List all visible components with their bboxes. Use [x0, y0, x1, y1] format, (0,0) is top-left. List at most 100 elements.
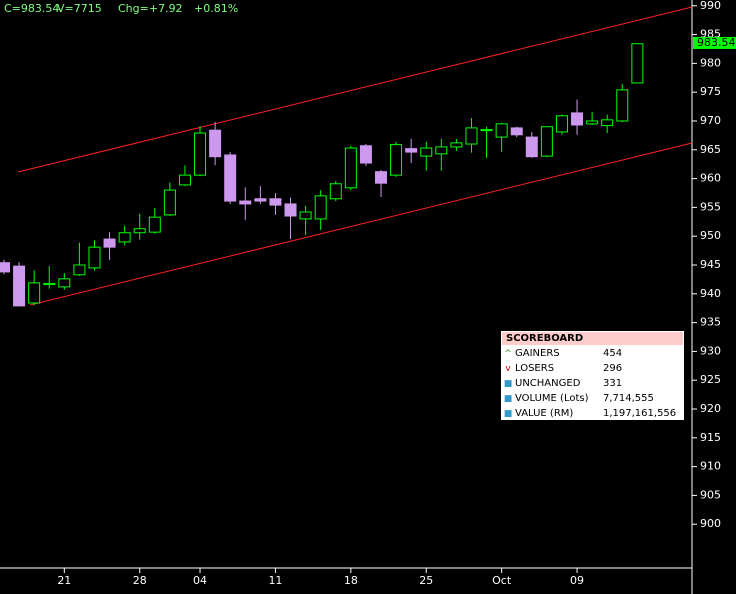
y-tick-label: 970	[700, 114, 721, 127]
row-icon: ■	[503, 393, 513, 404]
candle-body	[88, 246, 101, 269]
last-price-box	[693, 36, 736, 49]
candle-body	[284, 203, 297, 217]
y-tick-label: 980	[700, 56, 721, 69]
y-tick-label: 920	[700, 402, 721, 415]
candle-body	[420, 147, 433, 157]
candle-body	[571, 112, 584, 126]
row-value: 296	[603, 363, 623, 374]
candle-body	[435, 146, 448, 155]
row-value: 7,714,555	[603, 393, 654, 404]
candle-body	[510, 127, 523, 136]
x-tick-label: 04	[193, 574, 207, 587]
candle-body	[224, 154, 237, 202]
quote-text: +0.81%	[194, 2, 238, 15]
y-tick-label: 955	[700, 200, 721, 213]
candle-body	[194, 132, 207, 176]
row-label: VOLUME (Lots)	[515, 393, 589, 404]
candle-body	[73, 264, 86, 276]
candle-body	[43, 282, 56, 286]
candle-body	[631, 43, 644, 84]
row-value: 454	[603, 348, 623, 359]
row-icon: v	[505, 363, 511, 374]
candle-body	[495, 123, 508, 138]
y-tick-label: 930	[700, 344, 721, 357]
y-tick-label: 975	[700, 85, 721, 98]
y-tick-label: 910	[700, 460, 721, 473]
candle-body	[465, 127, 478, 145]
candle-body	[118, 232, 131, 243]
y-tick-label: 965	[700, 143, 721, 156]
scoreboard-row: ■ VALUE (RM) 1,197,161,556	[501, 406, 684, 421]
candle-body	[103, 238, 116, 248]
candle-body	[299, 211, 312, 220]
x-tick-label: 25	[419, 574, 433, 587]
candle-body	[133, 228, 146, 234]
row-value: 331	[603, 378, 623, 389]
candle-body	[329, 183, 342, 200]
quote-text: C=983.54	[4, 2, 59, 15]
scoreboard-title: SCOREBOARD	[502, 332, 683, 345]
y-tick-label: 925	[700, 373, 721, 386]
row-label: LOSERS	[515, 363, 555, 374]
candle-body	[269, 198, 282, 206]
candle-body	[13, 265, 26, 307]
candle-body	[254, 198, 267, 202]
trend-line	[29, 142, 693, 306]
x-tick-label: 18	[344, 574, 358, 587]
y-tick-label: 905	[700, 488, 721, 501]
candle-body	[209, 129, 222, 158]
candle-body	[601, 119, 614, 127]
y-tick-label: 940	[700, 287, 721, 300]
x-tick-label: 21	[57, 574, 71, 587]
candle-body	[344, 147, 357, 189]
x-tick-label: 28	[133, 574, 147, 587]
row-value: 1,197,161,556	[603, 408, 677, 419]
scoreboard-row: v LOSERS 296	[501, 361, 684, 376]
y-tick-label: 960	[700, 172, 721, 185]
row-icon: ■	[503, 378, 513, 389]
candle-body	[28, 282, 41, 304]
quote-text: V=7715	[57, 2, 102, 15]
y-tick-label: 915	[700, 431, 721, 444]
row-label: GAINERS	[515, 348, 560, 359]
candle-body	[616, 89, 629, 122]
candle-body	[239, 200, 252, 205]
candle-body	[525, 136, 538, 158]
scoreboard-row: ■ VOLUME (Lots) 7,714,555	[501, 391, 684, 406]
candle-body	[178, 174, 191, 186]
candle-body	[586, 120, 599, 125]
y-tick-label: 900	[700, 517, 721, 530]
row-label: UNCHANGED	[515, 378, 581, 389]
scoreboard: SCOREBOARD ^ GAINERS 454 v LOSERS 296 ■ UNCHANG…	[501, 331, 684, 420]
row-icon: ^	[504, 348, 512, 359]
candle-body	[314, 195, 327, 220]
candle-body	[390, 144, 403, 176]
candle-body	[148, 216, 161, 233]
x-tick-label: 11	[268, 574, 282, 587]
candle-body	[0, 262, 10, 273]
scoreboard-row: ■ UNCHANGED 331	[501, 376, 684, 391]
row-label: VALUE (RM)	[515, 408, 574, 419]
quote-text: Chg=+7.92	[118, 2, 183, 15]
candle-body	[359, 145, 372, 164]
trend-line	[17, 6, 693, 173]
candle-body	[540, 126, 553, 157]
y-tick-label: 935	[700, 316, 721, 329]
row-icon: ■	[503, 408, 513, 419]
quote-header: C=983.54V=7715 Chg=+7.92 +0.81%	[4, 2, 238, 15]
x-tick-label: Oct	[492, 574, 512, 587]
y-tick-label: 990	[700, 0, 721, 12]
candle-body	[405, 148, 418, 153]
candle-body	[450, 142, 463, 148]
candle-body	[480, 129, 493, 132]
candle-body	[375, 171, 387, 184]
candle-body	[555, 115, 568, 133]
last-price-label: 983.54	[697, 36, 736, 49]
candle-body	[163, 189, 176, 216]
x-tick-label: 09	[570, 574, 584, 587]
y-tick-label: 945	[700, 258, 721, 271]
candle-body	[58, 278, 71, 288]
